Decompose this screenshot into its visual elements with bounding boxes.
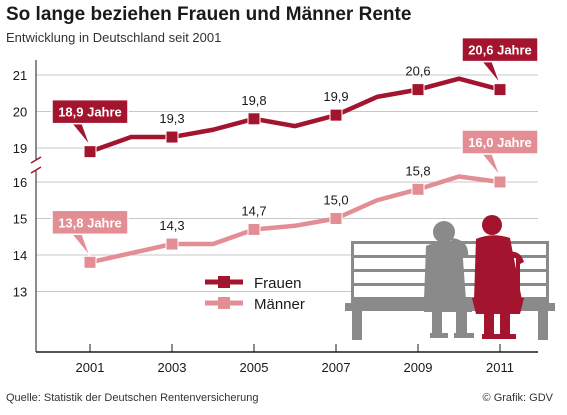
data-label: 14,3	[159, 218, 184, 233]
legend-label-maenner: Männer	[254, 296, 305, 313]
data-callout-label: 18,9 Jahre	[58, 105, 122, 120]
data-labels: 18,9 Jahre 19,3 19,8 19,9 20,6 20,6 Jahre 13,8…	[51, 36, 539, 257]
legend-marker-maenner	[218, 297, 230, 309]
data-label: 14,7	[241, 203, 266, 218]
data-callout-box	[461, 36, 539, 63]
bench-illustration-icon	[345, 215, 555, 340]
y-tick-label: 21	[13, 68, 27, 83]
data-point-frauen	[165, 130, 179, 144]
data-callout-box	[51, 98, 129, 125]
data-point-maenner	[411, 182, 425, 196]
elderly-man-icon	[424, 221, 474, 338]
data-point-frauen	[411, 83, 425, 97]
x-tick-label: 2007	[322, 360, 351, 375]
axis-break-mark	[30, 166, 42, 174]
legend-marker-frauen	[218, 276, 230, 288]
series-line-maenner	[89, 174, 501, 265]
data-label: 19,8	[241, 93, 266, 108]
x-tick-label: 2005	[240, 360, 269, 375]
y-tick-label: 20	[13, 105, 27, 120]
data-callout-box	[51, 209, 129, 236]
y-tick-label: 16	[13, 175, 27, 190]
axes: 19 20 21 13 14 15 16 2001 2003 2005 2007 2009 2011	[13, 60, 538, 375]
data-label: 15,8	[405, 163, 430, 178]
data-point-frauen	[247, 112, 261, 126]
x-tick-label: 2009	[404, 360, 433, 375]
data-point-maenner	[329, 212, 343, 225]
data-label: 15,0	[323, 193, 348, 208]
series-line-frauen	[89, 76, 501, 154]
data-label: 19,9	[323, 89, 348, 104]
x-tick-label: 2003	[158, 360, 187, 375]
elderly-woman-icon	[472, 215, 524, 339]
chart-subtitle: Entwicklung in Deutschland seit 2001	[6, 30, 222, 45]
data-label: 20,6	[405, 64, 430, 79]
data-callout-label: 16,0 Jahre	[468, 135, 532, 150]
graphic-credit: © Grafik: GDV	[482, 392, 553, 404]
y-tick-label: 13	[13, 285, 27, 300]
legend: Frauen Männer	[205, 275, 305, 313]
data-point-maenner	[83, 255, 97, 269]
data-point-frauen	[329, 108, 343, 122]
series-lines	[83, 76, 507, 269]
data-callout-pointer	[480, 61, 501, 84]
data-callout-pointer	[70, 233, 91, 257]
y-tick-label: 14	[13, 248, 27, 263]
axis-break-mark	[30, 156, 42, 164]
chart-title: So lange beziehen Frauen und Männer Rent…	[6, 4, 412, 25]
data-callout-pointer	[70, 123, 91, 146]
data-point-maenner	[165, 237, 179, 251]
legend-label-frauen: Frauen	[254, 275, 302, 292]
y-tick-label: 19	[13, 141, 27, 156]
data-label: 19,3	[159, 111, 184, 126]
data-point-maenner	[493, 175, 507, 189]
y-tick-label: 15	[13, 212, 27, 227]
data-point-frauen	[83, 145, 97, 159]
source-note: Quelle: Statistik der Deutschen Rentenve…	[6, 392, 259, 404]
data-point-maenner	[247, 222, 261, 236]
data-point-frauen	[493, 83, 507, 97]
x-tick-label: 2011	[486, 360, 514, 375]
data-callout-label: 13,8 Jahre	[58, 215, 122, 230]
x-tick-label: 2001	[76, 360, 105, 375]
data-callout-box	[461, 129, 539, 155]
data-callout-label: 20,6 Jahre	[468, 43, 532, 58]
data-callout-pointer	[480, 153, 501, 177]
